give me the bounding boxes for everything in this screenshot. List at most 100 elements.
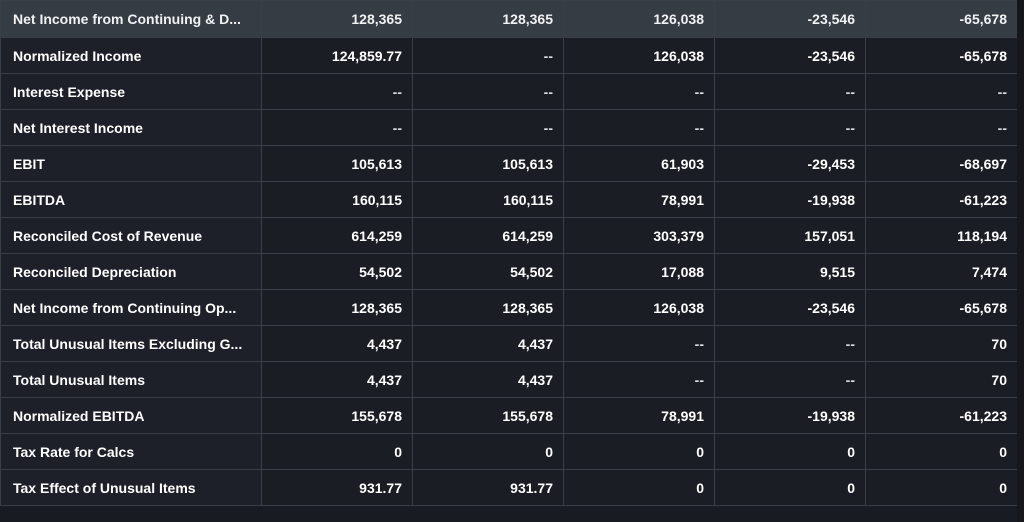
table-cell: 54,502 xyxy=(413,254,564,289)
table-cell: 0 xyxy=(715,470,866,505)
table-cell: 7,474 xyxy=(866,254,1018,289)
table-cell: 155,678 xyxy=(262,398,413,433)
table-cell: -29,453 xyxy=(715,146,866,181)
table-cell: 105,613 xyxy=(262,146,413,181)
row-label: Net Income from Continuing & D... xyxy=(1,1,262,37)
row-label: EBIT xyxy=(1,146,262,181)
table-cell: 124,859.77 xyxy=(262,38,413,73)
row-label: Reconciled Depreciation xyxy=(1,254,262,289)
table-row[interactable]: Tax Effect of Unusual Items 931.77 931.77 0… xyxy=(1,470,1018,506)
table-row[interactable]: Net Income from Continuing Op... 128,365 1… xyxy=(1,290,1018,326)
table-cell: -- xyxy=(413,110,564,145)
table-row[interactable]: EBIT 105,613 105,613 61,903 -29,453 -68,697 xyxy=(1,146,1018,182)
table-cell: 128,365 xyxy=(413,290,564,325)
table-cell: 931.77 xyxy=(413,470,564,505)
row-label: Normalized EBITDA xyxy=(1,398,262,433)
table-cell: -65,678 xyxy=(866,290,1018,325)
row-label: Total Unusual Items Excluding G... xyxy=(1,326,262,361)
table-cell: -- xyxy=(413,74,564,109)
table-cell: -65,678 xyxy=(866,38,1018,73)
table-cell: 157,051 xyxy=(715,218,866,253)
financials-table: Net Income from Continuing & D... 128,365… xyxy=(0,0,1018,506)
table-cell: 4,437 xyxy=(262,362,413,397)
table-cell: 128,365 xyxy=(413,1,564,37)
table-row[interactable]: Tax Rate for Calcs 0 0 0 0 0 xyxy=(1,434,1018,470)
table-cell: 70 xyxy=(866,362,1018,397)
table-cell: -- xyxy=(715,362,866,397)
table-cell: -- xyxy=(715,110,866,145)
table-row[interactable]: EBITDA 160,115 160,115 78,991 -19,938 -61,223 xyxy=(1,182,1018,218)
table-cell: -- xyxy=(866,74,1018,109)
table-cell: 78,991 xyxy=(564,398,715,433)
table-row[interactable]: Net Interest Income -- -- -- -- -- xyxy=(1,110,1018,146)
table-cell: -23,546 xyxy=(715,1,866,37)
table-cell: -65,678 xyxy=(866,1,1018,37)
table-cell: 4,437 xyxy=(262,326,413,361)
table-cell: 614,259 xyxy=(413,218,564,253)
scrollbar-track[interactable] xyxy=(1017,0,1024,522)
table-row[interactable]: Normalized EBITDA 155,678 155,678 78,991 -19… xyxy=(1,398,1018,434)
table-cell: 61,903 xyxy=(564,146,715,181)
table-cell: 9,515 xyxy=(715,254,866,289)
table-cell: 160,115 xyxy=(262,182,413,217)
row-label: Tax Effect of Unusual Items xyxy=(1,470,262,505)
table-cell: 0 xyxy=(866,434,1018,469)
table-cell: 126,038 xyxy=(564,290,715,325)
table-cell: 0 xyxy=(564,470,715,505)
table-cell: 4,437 xyxy=(413,362,564,397)
table-cell: 303,379 xyxy=(564,218,715,253)
table-cell: 0 xyxy=(866,470,1018,505)
table-cell: -- xyxy=(564,326,715,361)
row-label: Normalized Income xyxy=(1,38,262,73)
table-cell: 0 xyxy=(413,434,564,469)
table-cell: -- xyxy=(262,110,413,145)
table-cell: 128,365 xyxy=(262,290,413,325)
table-cell: 931.77 xyxy=(262,470,413,505)
table-cell: 128,365 xyxy=(262,1,413,37)
table-cell: -- xyxy=(564,362,715,397)
table-row[interactable]: Total Unusual Items Excluding G... 4,437 4… xyxy=(1,326,1018,362)
row-label: Net Interest Income xyxy=(1,110,262,145)
table-row[interactable]: Total Unusual Items 4,437 4,437 -- -- 70 xyxy=(1,362,1018,398)
table-cell: 54,502 xyxy=(262,254,413,289)
table-cell: -- xyxy=(564,74,715,109)
table-cell: 0 xyxy=(262,434,413,469)
table-cell: 118,194 xyxy=(866,218,1018,253)
table-cell: 0 xyxy=(715,434,866,469)
table-row[interactable]: Reconciled Depreciation 54,502 54,502 17,08… xyxy=(1,254,1018,290)
row-label: Reconciled Cost of Revenue xyxy=(1,218,262,253)
table-cell: 78,991 xyxy=(564,182,715,217)
table-cell: -- xyxy=(866,110,1018,145)
table-cell: 70 xyxy=(866,326,1018,361)
row-label: Interest Expense xyxy=(1,74,262,109)
row-label: Tax Rate for Calcs xyxy=(1,434,262,469)
table-cell: 614,259 xyxy=(262,218,413,253)
table-cell: -23,546 xyxy=(715,38,866,73)
table-cell: -61,223 xyxy=(866,182,1018,217)
row-label: EBITDA xyxy=(1,182,262,217)
table-row[interactable]: Normalized Income 124,859.77 -- 126,038 -23,… xyxy=(1,38,1018,74)
table-row[interactable]: Interest Expense -- -- -- -- -- xyxy=(1,74,1018,110)
table-cell: 126,038 xyxy=(564,1,715,37)
table-cell: 105,613 xyxy=(413,146,564,181)
table-cell: -61,223 xyxy=(866,398,1018,433)
table-cell: -- xyxy=(413,38,564,73)
table-cell: 160,115 xyxy=(413,182,564,217)
table-cell: 17,088 xyxy=(564,254,715,289)
table-cell: -- xyxy=(262,74,413,109)
row-label: Net Income from Continuing Op... xyxy=(1,290,262,325)
table-cell: 0 xyxy=(564,434,715,469)
table-cell: -68,697 xyxy=(866,146,1018,181)
row-label: Total Unusual Items xyxy=(1,362,262,397)
table-cell: -19,938 xyxy=(715,398,866,433)
table-row[interactable]: Reconciled Cost of Revenue 614,259 614,259… xyxy=(1,218,1018,254)
table-row[interactable]: Net Income from Continuing & D... 128,365… xyxy=(1,1,1018,38)
table-cell: -23,546 xyxy=(715,290,866,325)
table-cell: -- xyxy=(564,110,715,145)
table-cell: 4,437 xyxy=(413,326,564,361)
table-cell: -19,938 xyxy=(715,182,866,217)
table-cell: -- xyxy=(715,74,866,109)
table-cell: 155,678 xyxy=(413,398,564,433)
table-cell: -- xyxy=(715,326,866,361)
table-cell: 126,038 xyxy=(564,38,715,73)
